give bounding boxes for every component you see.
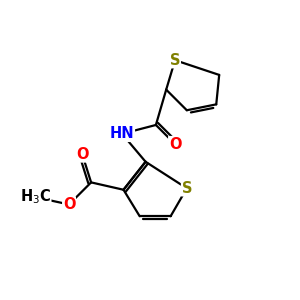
Text: O: O — [169, 136, 181, 152]
Text: HN: HN — [110, 126, 134, 141]
Text: O: O — [63, 197, 75, 212]
Text: H$_3$C: H$_3$C — [20, 188, 51, 206]
Text: O: O — [76, 147, 88, 162]
Text: S: S — [170, 53, 180, 68]
Text: S: S — [182, 181, 192, 196]
